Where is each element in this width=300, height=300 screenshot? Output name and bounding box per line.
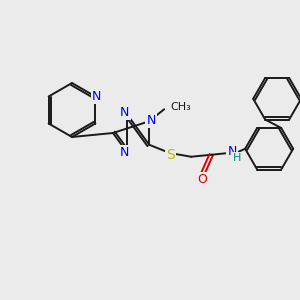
Text: N: N <box>92 90 101 103</box>
Text: N: N <box>120 106 130 119</box>
Text: N: N <box>120 146 130 158</box>
Text: CH₃: CH₃ <box>170 102 191 112</box>
Text: N: N <box>146 114 156 127</box>
Text: H: H <box>233 153 242 163</box>
Text: O: O <box>197 173 207 186</box>
Text: S: S <box>166 148 175 162</box>
Text: N: N <box>227 145 237 158</box>
